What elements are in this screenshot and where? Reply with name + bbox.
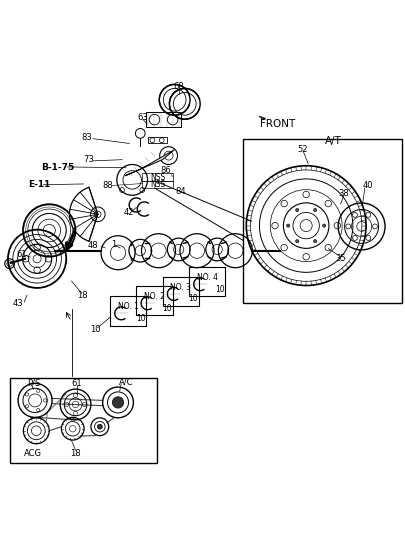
Circle shape <box>322 224 325 227</box>
Text: 61: 61 <box>17 250 28 259</box>
Text: FRONT: FRONT <box>260 119 295 129</box>
Text: NO. 4: NO. 4 <box>196 273 217 282</box>
Text: 52: 52 <box>296 145 307 154</box>
Bar <box>162 277 198 306</box>
Text: 61: 61 <box>71 378 82 387</box>
Text: P/S: P/S <box>27 379 40 388</box>
Bar <box>110 296 146 326</box>
Text: ACG: ACG <box>24 449 42 458</box>
Text: E-11: E-11 <box>28 180 51 189</box>
Bar <box>142 173 172 181</box>
Text: 48: 48 <box>87 241 98 250</box>
Text: 88: 88 <box>102 181 113 190</box>
Text: NO. 3: NO. 3 <box>170 283 191 292</box>
Bar <box>146 112 180 127</box>
Text: 10: 10 <box>188 294 198 304</box>
Text: 18: 18 <box>77 291 88 300</box>
Bar <box>136 286 172 315</box>
Polygon shape <box>125 150 174 176</box>
Circle shape <box>295 239 298 243</box>
Bar <box>10 378 157 463</box>
Text: 40: 40 <box>362 182 372 191</box>
Text: 10: 10 <box>215 285 224 294</box>
Text: 43: 43 <box>13 299 23 308</box>
Circle shape <box>112 397 124 408</box>
Text: B-1-75: B-1-75 <box>41 163 74 172</box>
Text: 68: 68 <box>173 81 183 90</box>
Text: NO. 2: NO. 2 <box>144 292 164 301</box>
Text: 18: 18 <box>70 449 81 458</box>
Text: 73: 73 <box>83 155 94 164</box>
Text: 10: 10 <box>136 314 145 323</box>
Text: 83: 83 <box>81 133 92 142</box>
Text: 86: 86 <box>160 166 171 175</box>
Bar <box>242 140 401 303</box>
Text: 10: 10 <box>162 304 172 312</box>
Bar <box>148 137 166 143</box>
Circle shape <box>313 208 316 212</box>
Circle shape <box>286 224 289 227</box>
Circle shape <box>313 239 316 243</box>
Text: 10: 10 <box>90 325 101 334</box>
Text: NSS: NSS <box>150 172 165 182</box>
Text: NO. 1: NO. 1 <box>117 302 138 311</box>
Text: 35: 35 <box>335 254 345 263</box>
Text: NSS: NSS <box>150 180 165 189</box>
Text: A/T: A/T <box>324 136 341 146</box>
Bar <box>142 181 172 188</box>
Text: 38: 38 <box>338 189 348 198</box>
Text: 84: 84 <box>175 187 185 196</box>
Circle shape <box>295 208 298 212</box>
Polygon shape <box>258 116 265 120</box>
Text: A/C: A/C <box>119 378 133 387</box>
Text: 42: 42 <box>124 208 134 217</box>
Bar <box>188 267 225 296</box>
Circle shape <box>97 424 102 429</box>
Text: 1: 1 <box>111 240 116 249</box>
Text: 63: 63 <box>137 114 148 122</box>
